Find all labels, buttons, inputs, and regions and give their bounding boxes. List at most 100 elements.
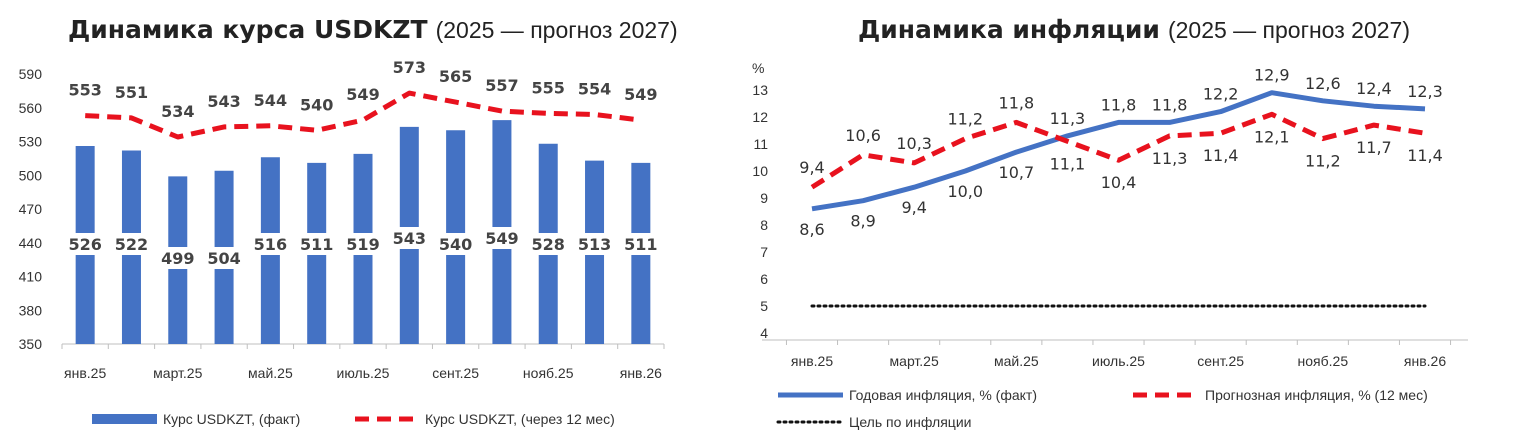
usdkzt-bar-label: 522: [115, 235, 148, 254]
inflation-x-tick: янв.26: [1404, 353, 1446, 369]
usdkzt-y-tick: 590: [19, 66, 43, 82]
inflation-actual-label: 11,8: [1152, 95, 1188, 114]
inflation-legend-forecast-label: Прогнозная инфляция, % (12 мес): [1205, 387, 1428, 403]
inflation-x-tick: нояб.25: [1298, 353, 1349, 369]
inflation-legend-target-label: Цель по инфляции: [849, 414, 971, 430]
usdkzt-chart: Динамика курса USDKZT (2025 — прогноз 202…: [19, 15, 678, 427]
inflation-forecast-label: 11,4: [1407, 146, 1443, 165]
inflation-legend-actual-label: Годовая инфляция, % (факт): [849, 387, 1037, 403]
usdkzt-forecast-label: 554: [578, 80, 611, 99]
usdkzt-bar-label: 549: [485, 229, 518, 248]
usdkzt-y-tick: 350: [19, 336, 43, 352]
inflation-y-tick: 5: [760, 298, 768, 314]
usdkzt-x-tick: июль.25: [337, 365, 390, 381]
usdkzt-x-tick: янв.26: [620, 365, 662, 381]
inflation-y-tick: 4: [760, 325, 768, 341]
inflation-chart-title: Динамика инфляции (2025 — прогноз 2027): [858, 15, 1410, 44]
usdkzt-bar-label: 526: [68, 235, 101, 254]
inflation-y-tick: 11: [753, 136, 768, 152]
usdkzt-legend-bar-swatch: [92, 414, 157, 424]
usdkzt-x-tick: март.25: [153, 365, 202, 381]
usdkzt-forecast-label: 573: [393, 58, 426, 77]
inflation-actual-label: 8,6: [799, 220, 824, 239]
usdkzt-bar-label: 519: [346, 235, 379, 254]
inflation-actual-label: 9,4: [901, 198, 926, 217]
inflation-chart: Динамика инфляции (2025 — прогноз 2027)% 1…: [752, 15, 1468, 430]
inflation-forecast-label: 11,2: [1305, 152, 1341, 171]
inflation-forecast-label: 9,4: [799, 158, 824, 177]
usdkzt-y-tick: 500: [19, 167, 43, 183]
inflation-y-tick: 8: [760, 217, 768, 233]
inflation-y-tick: 6: [760, 271, 768, 287]
inflation-y-unit: %: [752, 60, 764, 76]
usdkzt-forecast-label: 553: [68, 81, 101, 100]
usdkzt-y-tick: 560: [19, 100, 43, 116]
usdkzt-title-sub: (2025 — прогноз 2027): [436, 17, 678, 43]
inflation-x-tick: март.25: [890, 353, 939, 369]
usdkzt-x-tick: сент.25: [432, 365, 479, 381]
usdkzt-y-tick: 380: [19, 302, 43, 318]
usdkzt-bar-label: 543: [393, 229, 426, 248]
inflation-y-tick: 12: [752, 109, 768, 125]
inflation-forecast-label: 11,3: [1152, 149, 1188, 168]
usdkzt-bar-label: 540: [439, 235, 472, 254]
inflation-actual-label: 10,7: [999, 163, 1035, 182]
usdkzt-forecast-label: 557: [485, 76, 518, 95]
usdkzt-bar-label: 511: [300, 235, 333, 254]
usdkzt-forecast-label: 555: [532, 78, 565, 97]
inflation-y-tick: 7: [760, 244, 768, 260]
usdkzt-y-tick: 440: [19, 235, 43, 251]
inflation-y-tick: 9: [760, 190, 768, 206]
inflation-forecast-label: 12,1: [1254, 127, 1290, 146]
inflation-forecast-label: 10,6: [845, 126, 881, 145]
usdkzt-forecast-label: 551: [115, 83, 148, 102]
inflation-forecast-label: 10,3: [896, 134, 932, 153]
inflation-actual-label: 10,0: [947, 182, 983, 201]
inflation-actual-label: 12,4: [1356, 79, 1392, 98]
usdkzt-forecast-label: 544: [254, 91, 287, 110]
inflation-x-tick: сент.25: [1197, 353, 1244, 369]
inflation-actual-label: 11,3: [1050, 109, 1086, 128]
inflation-forecast-label: 11,8: [999, 93, 1035, 112]
usdkzt-y-tick: 470: [19, 201, 43, 217]
usdkzt-bar-label: 499: [161, 249, 194, 268]
usdkzt-y-tick: 530: [19, 134, 43, 150]
usdkzt-x-tick: май.25: [248, 365, 293, 381]
inflation-actual-label: 12,6: [1305, 74, 1341, 93]
usdkzt-bar-label: 511: [624, 235, 657, 254]
usdkzt-forecast-label: 565: [439, 67, 472, 86]
usdkzt-x-tick: нояб.25: [523, 365, 574, 381]
inflation-forecast-label: 11,4: [1203, 146, 1239, 165]
inflation-actual-label: 12,9: [1254, 66, 1290, 85]
usdkzt-bar-label: 513: [578, 235, 611, 254]
usdkzt-forecast-label: 543: [207, 92, 240, 111]
usdkzt-forecast-label: 540: [300, 95, 333, 114]
usdkzt-bar-label: 516: [254, 235, 287, 254]
inflation-actual-label: 11,8: [1101, 95, 1137, 114]
inflation-actual-label: 8,9: [850, 212, 875, 231]
usdkzt-forecast-label: 549: [624, 85, 657, 104]
inflation-x-tick: янв.25: [791, 353, 833, 369]
inflation-title-sub: (2025 — прогноз 2027): [1168, 17, 1410, 43]
inflation-actual-label: 12,2: [1203, 85, 1239, 104]
usdkzt-title-main: Динамика курса USDKZT: [68, 15, 428, 44]
inflation-y-tick: 13: [752, 82, 768, 98]
inflation-forecast-label: 11,1: [1050, 154, 1086, 173]
usdkzt-bar-label: 504: [207, 249, 240, 268]
usdkzt-x-tick: янв.25: [64, 365, 106, 381]
usdkzt-bar-label: 528: [532, 235, 565, 254]
usdkzt-y-tick: 410: [19, 269, 43, 285]
usdkzt-forecast-label: 534: [161, 102, 194, 121]
inflation-y-tick: 10: [752, 163, 768, 179]
inflation-forecast-label: 10,4: [1101, 173, 1137, 192]
usdkzt-chart-title: Динамика курса USDKZT (2025 — прогноз 202…: [68, 15, 678, 44]
inflation-actual-label: 12,3: [1407, 82, 1443, 101]
usdkzt-legend-line-label: Курс USDKZT, (через 12 мес): [425, 411, 615, 427]
usdkzt-forecast-label: 549: [346, 85, 379, 104]
usdkzt-legend-bar-label: Курс USDKZT, (факт): [163, 411, 300, 427]
inflation-forecast-label: 11,2: [947, 110, 983, 129]
inflation-title-main: Динамика инфляции: [858, 15, 1160, 44]
inflation-x-tick: июль.25: [1092, 353, 1145, 369]
inflation-forecast-label: 11,7: [1356, 138, 1392, 157]
